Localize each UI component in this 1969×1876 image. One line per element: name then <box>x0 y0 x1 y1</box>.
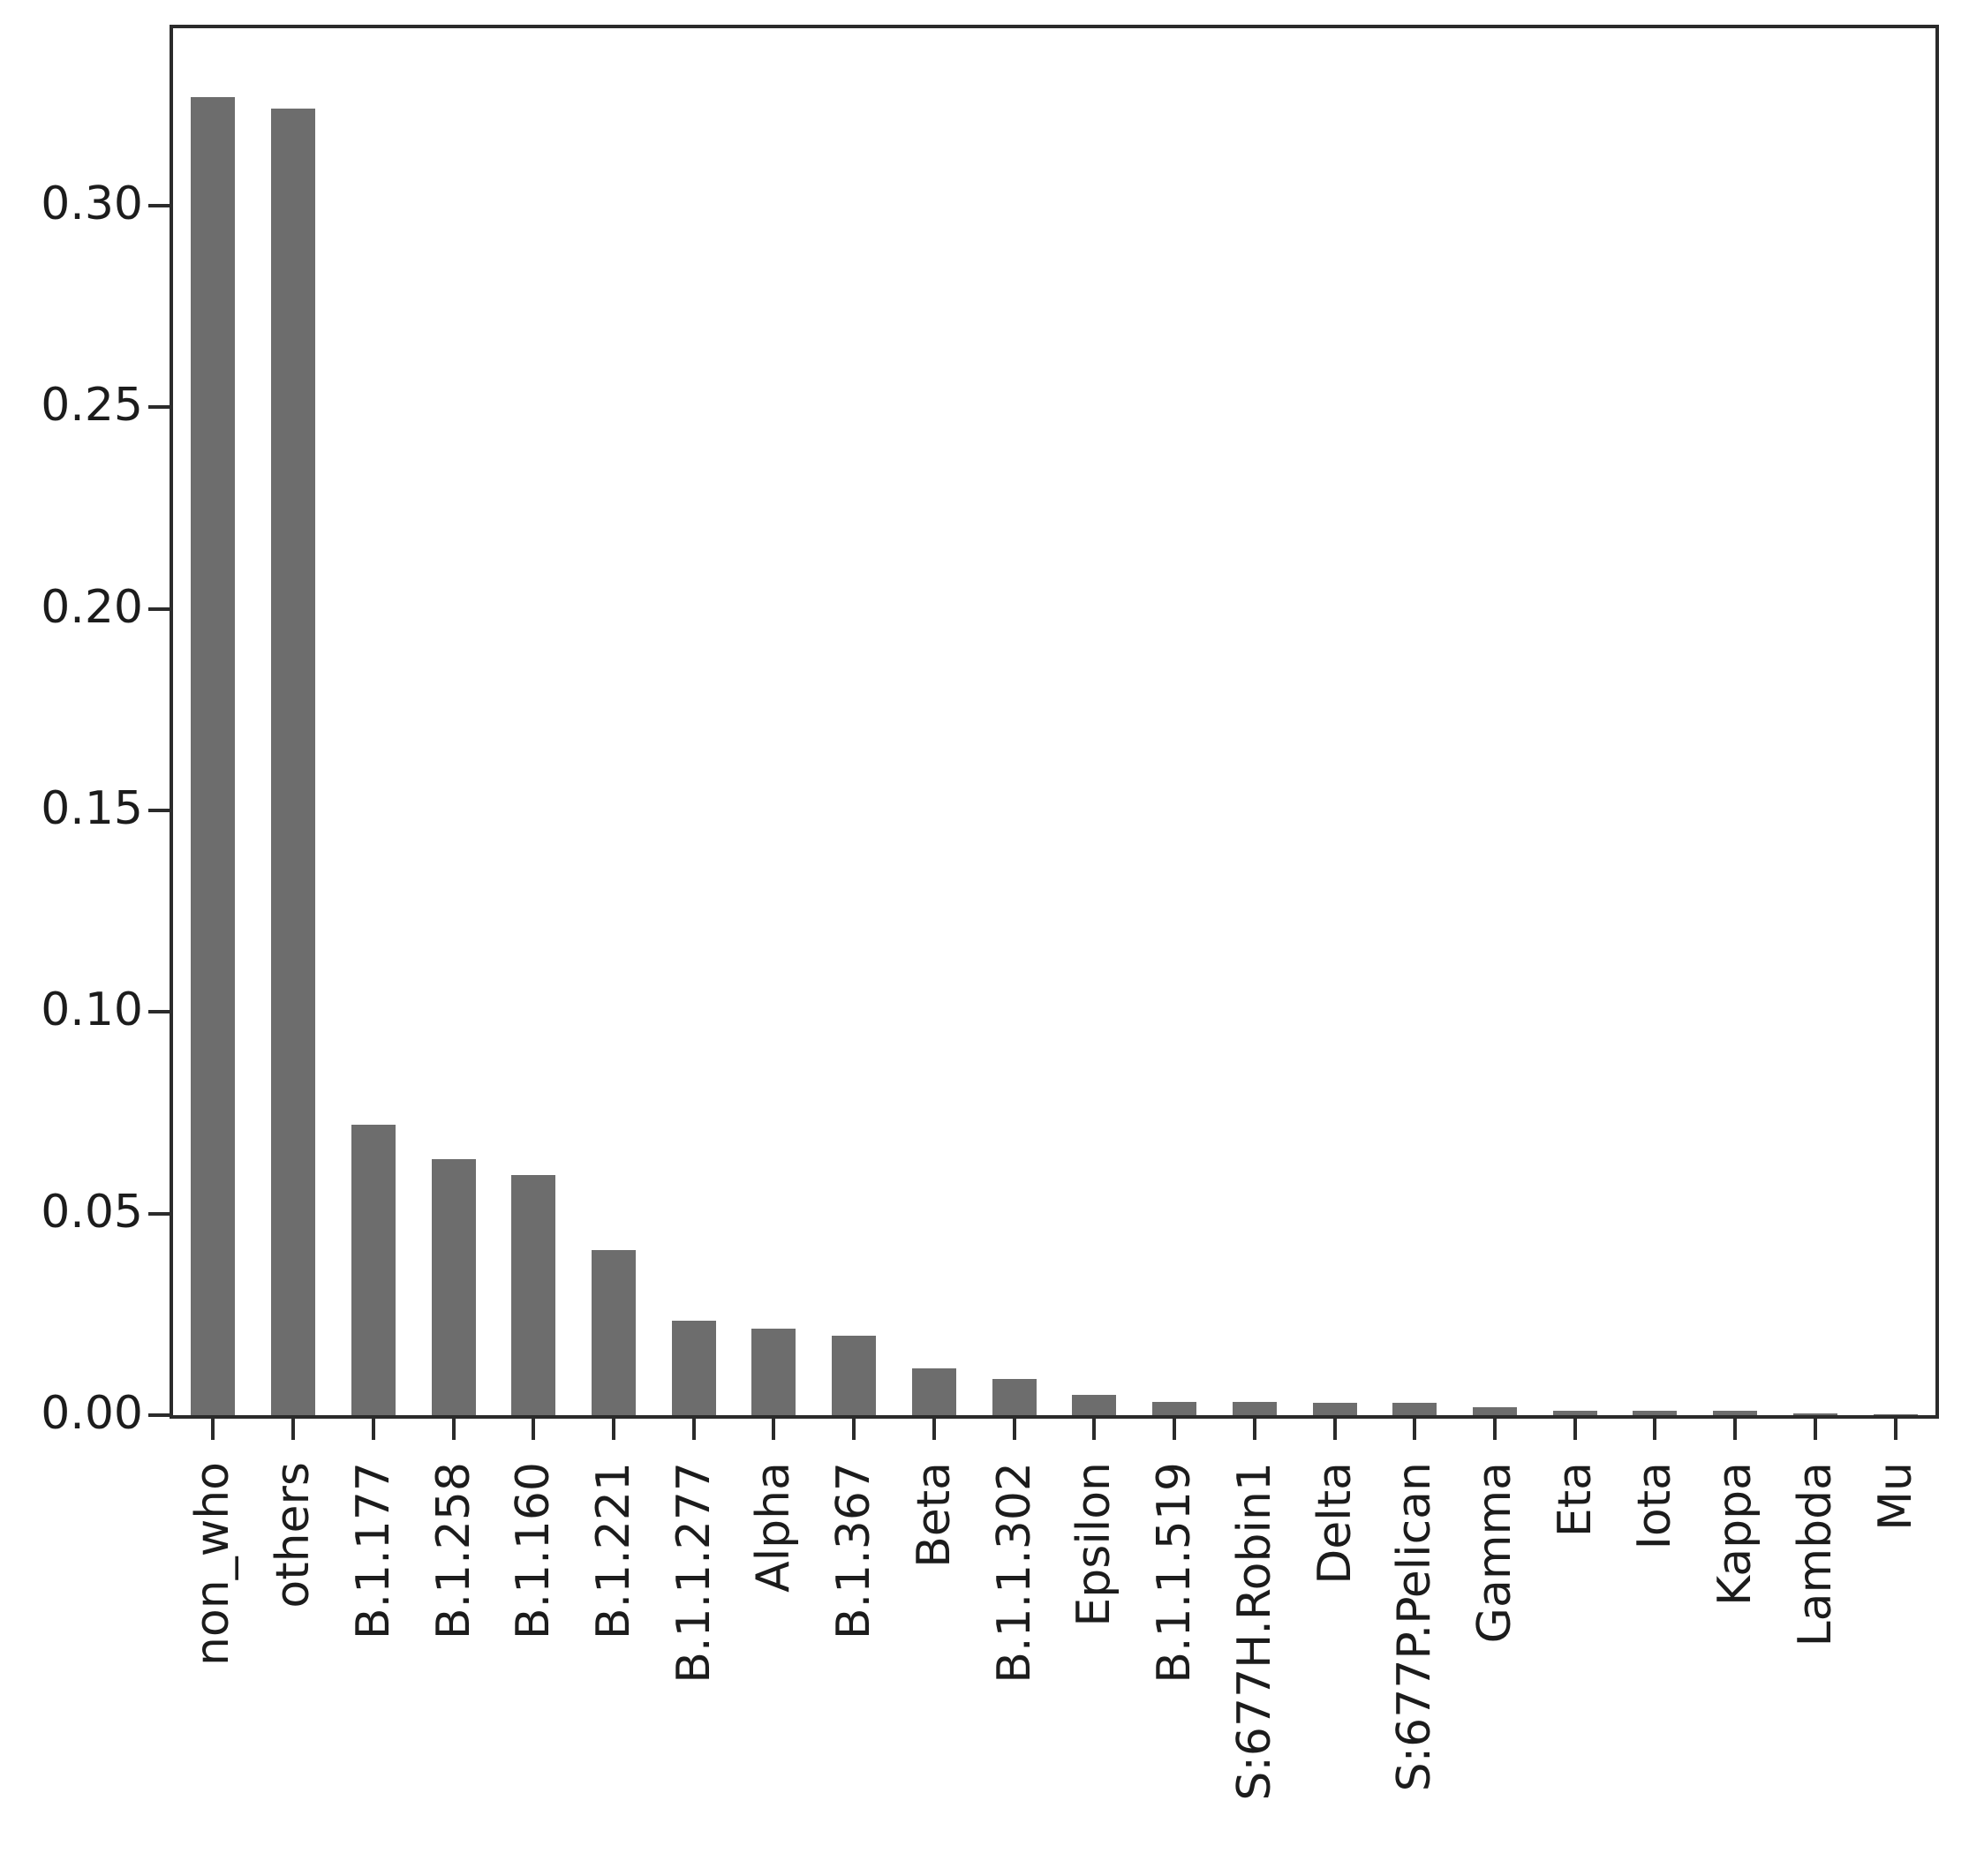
x-tick-mark <box>772 1419 775 1440</box>
bar-B.1.221 <box>592 1250 636 1415</box>
x-tick-label-S:677P.Pelican: S:677P.Pelican <box>1388 1462 1441 1792</box>
bar-Delta <box>1313 1403 1357 1415</box>
y-tick-label: 0.25 <box>41 378 143 432</box>
x-tick-label-B.1.367: B.1.367 <box>827 1462 880 1640</box>
x-tick-mark <box>1092 1419 1096 1440</box>
y-tick-mark <box>148 607 170 611</box>
x-tick-mark <box>1573 1419 1577 1440</box>
x-tick-label-Gamma: Gamma <box>1468 1462 1521 1644</box>
bar-B.1.177 <box>351 1125 396 1415</box>
y-tick-mark <box>148 1010 170 1013</box>
x-tick-mark <box>932 1419 936 1440</box>
y-tick-mark <box>148 809 170 812</box>
x-tick-mark <box>1653 1419 1656 1440</box>
bar-B.1.160 <box>511 1175 555 1415</box>
x-tick-label-Epsilon: Epsilon <box>1067 1462 1120 1627</box>
y-tick-label: 0.20 <box>41 580 143 634</box>
y-tick-label: 0.10 <box>41 983 143 1036</box>
x-tick-mark <box>452 1419 456 1440</box>
x-tick-label-Delta: Delta <box>1309 1462 1362 1585</box>
x-tick-mark <box>692 1419 696 1440</box>
x-tick-mark <box>372 1419 375 1440</box>
bar-Gamma <box>1473 1407 1517 1415</box>
bar-B.1.367 <box>832 1336 876 1415</box>
x-tick-mark <box>1493 1419 1497 1440</box>
x-tick-label-Alpha: Alpha <box>747 1462 800 1593</box>
x-tick-mark <box>532 1419 535 1440</box>
x-tick-label-Beta: Beta <box>908 1462 961 1568</box>
x-tick-label-Eta: Eta <box>1549 1462 1602 1538</box>
x-tick-mark <box>1413 1419 1416 1440</box>
x-tick-label-Mu: Mu <box>1869 1462 1922 1531</box>
y-tick-label: 0.05 <box>41 1185 143 1239</box>
y-tick-label: 0.30 <box>41 177 143 230</box>
x-tick-mark <box>1733 1419 1737 1440</box>
x-tick-mark <box>1814 1419 1817 1440</box>
x-tick-label-S:677H.Robin1: S:677H.Robin1 <box>1228 1462 1281 1801</box>
x-tick-label-B.1.1.519: B.1.1.519 <box>1148 1462 1201 1684</box>
bar-Alpha <box>751 1329 796 1415</box>
bar-Eta <box>1553 1411 1597 1415</box>
y-tick-mark <box>148 204 170 207</box>
x-tick-label-B.1.221: B.1.221 <box>587 1462 640 1640</box>
x-tick-mark <box>1013 1419 1016 1440</box>
y-tick-label: 0.00 <box>41 1386 143 1440</box>
bar-Mu <box>1874 1414 1918 1415</box>
x-tick-label-others: others <box>267 1462 320 1609</box>
bar-non_who <box>191 97 235 1415</box>
bar-B.1.1.277 <box>672 1321 716 1415</box>
y-tick-mark <box>148 1413 170 1417</box>
bar-Iota <box>1633 1411 1677 1415</box>
y-tick-mark <box>148 405 170 409</box>
bar-Beta <box>912 1368 956 1415</box>
bar-S:677P.Pelican <box>1392 1403 1437 1415</box>
x-tick-mark <box>1894 1419 1897 1440</box>
x-tick-label-B.1.1.277: B.1.1.277 <box>668 1462 720 1684</box>
bar-Lambda <box>1793 1413 1837 1415</box>
bar-others <box>271 109 315 1415</box>
x-tick-mark <box>1173 1419 1176 1440</box>
x-tick-label-B.1.160: B.1.160 <box>507 1462 560 1640</box>
x-tick-label-Iota: Iota <box>1628 1462 1681 1550</box>
y-tick-mark <box>148 1212 170 1216</box>
x-tick-mark <box>852 1419 856 1440</box>
bar-B.1.1.302 <box>992 1379 1037 1415</box>
x-tick-label-B.1.177: B.1.177 <box>347 1462 400 1640</box>
x-tick-label-Kappa: Kappa <box>1709 1462 1762 1606</box>
axes-box <box>170 25 1939 1419</box>
x-tick-mark <box>291 1419 295 1440</box>
bar-B.1.258 <box>432 1159 476 1415</box>
x-tick-label-B.1.1.302: B.1.1.302 <box>988 1462 1041 1684</box>
x-tick-mark <box>1333 1419 1337 1440</box>
bar-B.1.1.519 <box>1152 1402 1196 1415</box>
x-tick-label-Lambda: Lambda <box>1789 1462 1842 1647</box>
bar-S:677H.Robin1 <box>1233 1402 1277 1415</box>
bar-Epsilon <box>1072 1395 1116 1415</box>
x-tick-label-B.1.258: B.1.258 <box>427 1462 480 1640</box>
y-tick-label: 0.15 <box>41 781 143 835</box>
x-tick-mark <box>211 1419 215 1440</box>
bar-Kappa <box>1713 1411 1757 1415</box>
x-tick-mark <box>612 1419 615 1440</box>
x-tick-mark <box>1253 1419 1256 1440</box>
x-tick-label-non_who: non_who <box>186 1462 239 1667</box>
